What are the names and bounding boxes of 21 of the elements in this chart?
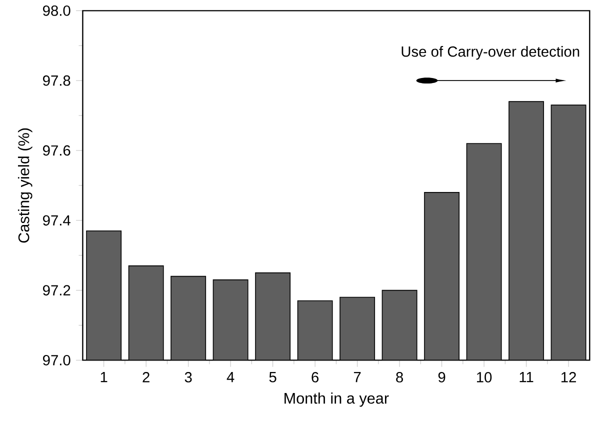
x-tick-label: 5: [269, 372, 276, 382]
x-tick-label: 4: [226, 372, 234, 382]
y-tick-label: 97.8: [43, 76, 70, 86]
x-tick-label: 1: [100, 372, 108, 382]
x-tick-label: 12: [561, 372, 576, 382]
x-tick-label: 10: [476, 372, 492, 383]
x-tick-label: 3: [184, 372, 192, 383]
x-tick-label: 2: [142, 372, 150, 382]
x-axis-title: Month in a year: [284, 392, 389, 407]
y-tick-label: 97.2: [43, 285, 70, 296]
y-tick-label: 97.6: [43, 146, 70, 156]
y-tick-label: 97.0: [43, 355, 70, 366]
x-tick-label: 8: [396, 372, 403, 383]
x-tick-label: 6: [312, 372, 318, 383]
x-tick-label: 7: [354, 372, 361, 382]
y-axis-title: Casting yield (%): [18, 128, 32, 243]
y-tick-label: 97.4: [43, 215, 70, 226]
annotation: Use of Carry-over detection: [402, 46, 580, 60]
x-tick-label: 9: [438, 372, 446, 383]
y-tick-label: 98.0: [43, 6, 70, 16]
x-tick-label: 11: [520, 372, 534, 382]
